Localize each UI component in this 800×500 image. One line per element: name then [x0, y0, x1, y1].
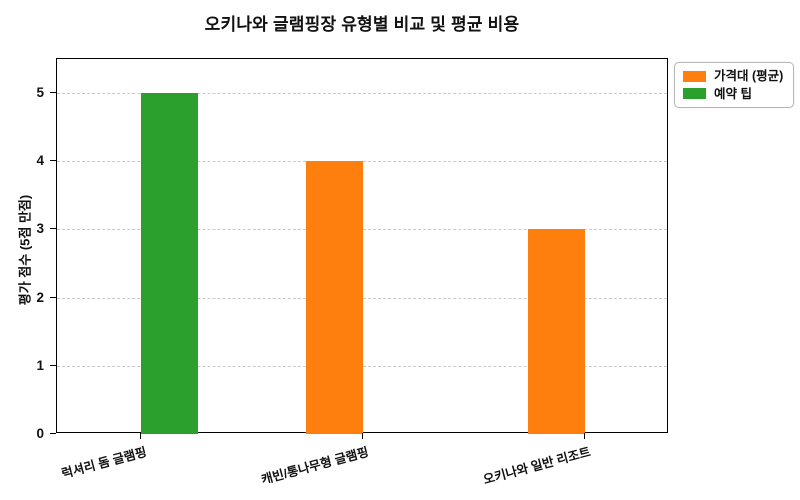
legend-swatch-icon: [683, 70, 706, 82]
plot-area: [56, 58, 668, 434]
legend-swatch-icon: [683, 88, 706, 100]
y-tick-label-2: 2: [36, 289, 44, 305]
bar-예약 팁-럭셔리 돔 글램핑: [141, 93, 198, 434]
bar-가격대 (평균)-오키나와 일반 리조트: [528, 229, 585, 434]
y-tick-mark-2: [50, 296, 56, 298]
y-tick-mark-5: [50, 92, 56, 94]
y-tick-label-1: 1: [36, 357, 44, 373]
legend: 가격대 (평균) 예약 팁: [674, 62, 795, 108]
x-tick-mark-2: [584, 433, 585, 439]
y-tick-label-4: 4: [36, 153, 44, 169]
y-tick-label-5: 5: [36, 85, 44, 101]
legend-item-0: 가격대 (평균): [683, 70, 783, 83]
legend-label: 예약 팁: [714, 86, 752, 101]
chart-title: 오키나와 글램핑장 유형별 비교 및 평균 비용: [204, 15, 520, 34]
y-tick-mark-4: [50, 160, 56, 162]
x-tick-label-0: 럭셔리 돔 글램핑: [59, 444, 148, 482]
x-tick-mark-0: [140, 433, 141, 439]
legend-item-1: 예약 팁: [683, 86, 783, 101]
legend-label: 가격대 (평균): [714, 69, 784, 83]
bar-가격대 (평균)-캐빈/통나무형 글램핑: [306, 161, 363, 434]
y-tick-label-0: 0: [36, 426, 44, 441]
gridline-y-5: [57, 93, 667, 95]
x-tick-label-2: 오키나와 일반 리조트: [481, 444, 592, 487]
y-tick-mark-1: [50, 364, 56, 366]
y-tick-mark-0: [50, 433, 56, 434]
x-tick-label-1: 캐빈/통나무형 글램핑: [259, 444, 370, 487]
x-tick-mark-1: [362, 433, 363, 439]
y-tick-mark-3: [50, 228, 56, 230]
y-tick-label-3: 3: [36, 221, 44, 237]
y-axis-label: 평가 점수 (5점 만점): [17, 194, 33, 306]
